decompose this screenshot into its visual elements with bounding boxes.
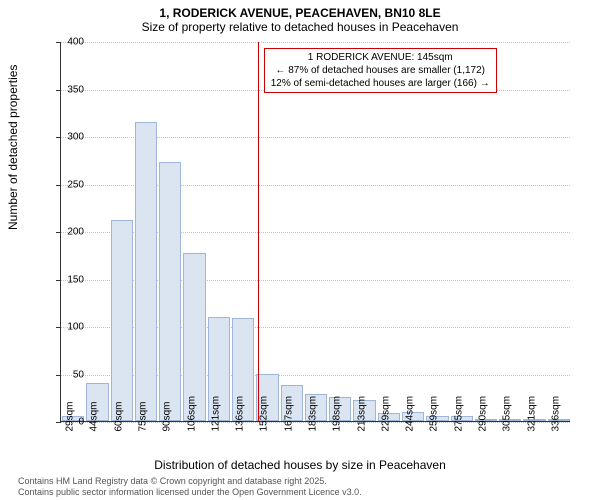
y-tick-label: 100 — [67, 322, 84, 333]
y-tick — [56, 137, 61, 138]
histogram-bar — [135, 122, 157, 421]
grid-line — [61, 42, 570, 43]
y-tick-label: 400 — [67, 37, 84, 48]
chart-title: 1, RODERICK AVENUE, PEACEHAVEN, BN10 8LE… — [0, 0, 600, 34]
y-tick-label: 50 — [73, 369, 84, 380]
annotation-line1: 1 RODERICK AVENUE: 145sqm — [271, 51, 490, 64]
y-tick-label: 350 — [67, 84, 84, 95]
title-subtitle: Size of property relative to detached ho… — [0, 20, 600, 34]
histogram-bar — [111, 220, 133, 421]
chart-container: 1, RODERICK AVENUE, PEACEHAVEN, BN10 8LE… — [0, 0, 600, 500]
y-tick — [56, 327, 61, 328]
histogram-bar — [159, 162, 181, 421]
property-marker-line — [258, 42, 259, 421]
footer-attribution: Contains HM Land Registry data © Crown c… — [18, 476, 362, 498]
y-tick-label: 0 — [78, 417, 84, 428]
y-axis-label: Number of detached properties — [6, 65, 20, 230]
y-tick — [56, 232, 61, 233]
y-tick — [56, 280, 61, 281]
y-tick-label: 300 — [67, 132, 84, 143]
title-address: 1, RODERICK AVENUE, PEACEHAVEN, BN10 8LE — [0, 6, 600, 20]
footer-line1: Contains HM Land Registry data © Crown c… — [18, 476, 362, 487]
footer-line2: Contains public sector information licen… — [18, 487, 362, 498]
x-axis-label: Distribution of detached houses by size … — [0, 458, 600, 472]
y-tick — [56, 375, 61, 376]
y-tick — [56, 422, 61, 423]
annotation-line3: 12% of semi-detached houses are larger (… — [271, 77, 490, 90]
annotation-box: 1 RODERICK AVENUE: 145sqm← 87% of detach… — [264, 48, 497, 93]
y-tick — [56, 90, 61, 91]
y-tick-label: 200 — [67, 227, 84, 238]
y-tick — [56, 42, 61, 43]
y-tick-label: 150 — [67, 274, 84, 285]
y-tick — [56, 185, 61, 186]
plot-area: 1 RODERICK AVENUE: 145sqm← 87% of detach… — [60, 42, 570, 422]
y-tick-label: 250 — [67, 179, 84, 190]
annotation-line2: ← 87% of detached houses are smaller (1,… — [271, 64, 490, 77]
